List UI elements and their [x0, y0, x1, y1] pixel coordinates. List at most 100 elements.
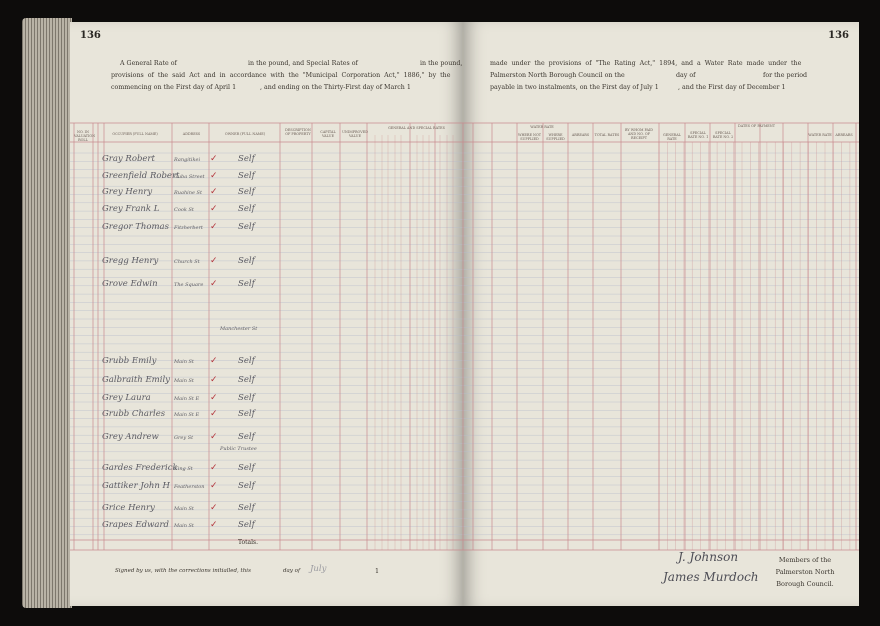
- owner-name: Self: [238, 154, 255, 164]
- address: Rangitikei: [174, 157, 201, 163]
- address: Ruahine St: [174, 190, 202, 196]
- check-mark-icon: ✓: [210, 222, 218, 232]
- heading-text: commencing on the First day of April 1: [111, 84, 237, 91]
- occupier-name: Grubb Emily: [102, 356, 157, 366]
- column-header: Unimproved Value: [342, 130, 368, 138]
- heading-text: day of: [676, 72, 696, 79]
- heading-text: payable in two instalments, on the First…: [490, 84, 659, 91]
- address: Cook St: [174, 207, 194, 213]
- check-mark-icon: ✓: [210, 393, 218, 403]
- check-mark-icon: ✓: [210, 432, 218, 442]
- note: Manchester St: [220, 326, 258, 332]
- heading-text: in the pound,: [420, 60, 463, 67]
- owner-name: Self: [238, 409, 255, 419]
- column-header: Address: [182, 132, 201, 136]
- column-header: Special Rate No. 2: [712, 131, 734, 139]
- address: Church St: [174, 259, 200, 265]
- signature: James Murdoch: [663, 570, 759, 584]
- column-header: Special Rate No. 1: [687, 131, 709, 139]
- owner-name: Self: [238, 463, 255, 473]
- members-line: Borough Council.: [776, 580, 834, 588]
- occupier-name: Gattiker John H: [102, 481, 170, 491]
- address: Cuba Street: [174, 174, 205, 180]
- column-header: Where not Supplied: [517, 133, 542, 141]
- check-mark-icon: ✓: [210, 356, 218, 366]
- occupier-name: Grice Henry: [102, 503, 155, 513]
- column-header: Owner (Full name): [224, 132, 266, 136]
- address: Grey St: [174, 435, 194, 441]
- owner-name: Self: [238, 393, 255, 403]
- heading-text: , and ending on the Thirty-First day of …: [260, 84, 411, 91]
- check-mark-icon: ✓: [210, 503, 218, 513]
- day-of-label: day of: [283, 568, 301, 574]
- check-mark-icon: ✓: [210, 463, 218, 473]
- column-header: Total Rates: [594, 133, 620, 137]
- owner-name: Self: [238, 520, 255, 530]
- occupier-name: Grey Frank L: [102, 204, 160, 214]
- check-mark-icon: ✓: [210, 256, 218, 266]
- address: The Square: [174, 282, 204, 288]
- heading-text: made under the provisions of "The Rating…: [490, 60, 802, 67]
- occupier-name: Galbraith Emily: [102, 375, 170, 385]
- check-mark-icon: ✓: [210, 409, 218, 419]
- occupier-name: Greenfield Robert: [102, 171, 180, 181]
- signed-text: Signed by us, with the corrections initi…: [115, 568, 251, 574]
- column-header: No. in Valuation Roll: [74, 130, 96, 142]
- owner-name: Self: [238, 204, 255, 214]
- address: Featherston: [174, 484, 205, 490]
- occupier-name: Grey Henry: [102, 187, 153, 197]
- heading-text: provisions of the said Act and in accord…: [111, 72, 451, 79]
- owner-name: Self: [238, 256, 255, 266]
- column-header: Occupier (Full name): [112, 132, 158, 136]
- owner-name: Self: [238, 356, 255, 366]
- heading-text: , and the First day of December 1: [678, 84, 786, 91]
- address: Main St E: [174, 396, 200, 402]
- check-mark-icon: ✓: [210, 187, 218, 197]
- column-header: Description of Property: [285, 128, 311, 136]
- column-header: Arrears: [835, 133, 853, 137]
- members-caption: Members of the Palmerston North Borough …: [755, 554, 855, 590]
- address: King St: [174, 466, 193, 472]
- owner-name: Self: [238, 503, 255, 513]
- owner-name: Self: [238, 481, 255, 491]
- column-header: Capital Value: [320, 130, 336, 138]
- column-header: Water Rate: [808, 133, 832, 137]
- heading-text: Palmerston North Borough Council on the: [490, 72, 625, 79]
- heading-text: A General Rate of: [120, 60, 177, 67]
- address: Main St: [174, 523, 194, 529]
- owner-name: Self: [238, 432, 255, 442]
- owner-name: Self: [238, 222, 255, 232]
- occupier-name: Grubb Charles: [102, 409, 166, 419]
- address: Main St: [174, 506, 194, 512]
- signature: J. Johnson: [678, 550, 739, 564]
- check-mark-icon: ✓: [210, 375, 218, 385]
- totals-label: Totals.: [238, 539, 259, 546]
- column-header: Dates of Payment: [737, 124, 776, 128]
- occupier-name: Grapes Edward: [102, 520, 169, 530]
- page-number: 136: [80, 30, 101, 41]
- column-header: General and Special Rates: [388, 126, 445, 130]
- owner-name: Self: [238, 375, 255, 385]
- address: Main St E: [174, 412, 200, 418]
- owner-name: Self: [238, 187, 255, 197]
- occupier-name: Grove Edwin: [102, 279, 158, 289]
- address: Fitzherbert: [174, 225, 203, 231]
- heading-text: for the period: [763, 72, 808, 79]
- note: Public Trustee: [220, 446, 257, 452]
- owner-name: Self: [238, 279, 255, 289]
- column-header: Arrears: [571, 133, 590, 137]
- check-mark-icon: ✓: [210, 481, 218, 491]
- right-page: 136 made under the provisions of "The Ra…: [463, 22, 859, 606]
- occupier-name: Gregor Thomas: [102, 222, 169, 232]
- page-number: 136: [828, 30, 849, 41]
- month-value: July: [310, 564, 327, 574]
- occupier-name: Gray Robert: [102, 154, 155, 164]
- check-mark-icon: ✓: [210, 520, 218, 530]
- check-mark-icon: ✓: [210, 204, 218, 214]
- heading-text: in the pound, and Special Rates of: [248, 60, 358, 67]
- occupier-name: Grey Laura: [102, 393, 151, 403]
- page-edges: [22, 18, 72, 608]
- check-mark-icon: ✓: [210, 171, 218, 181]
- address: Main St: [174, 378, 194, 384]
- column-header: General Rate: [663, 133, 681, 141]
